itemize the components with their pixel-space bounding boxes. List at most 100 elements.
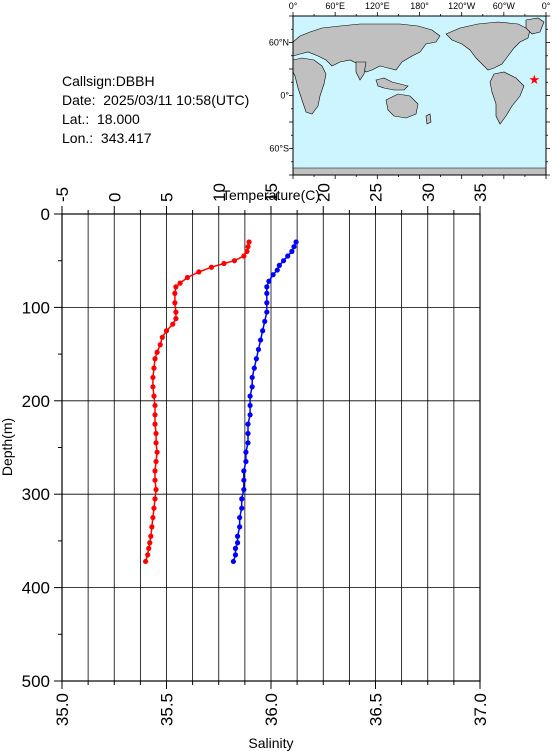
temperature-tick-label: 25: [367, 183, 386, 202]
map-longitude-label: 0°: [542, 1, 551, 11]
temperature-data-point: [150, 384, 156, 390]
salinity-data-point: [260, 328, 266, 334]
temperature-data-point: [196, 269, 202, 275]
salinity-data-point: [237, 514, 243, 521]
temperature-data-point: [150, 514, 156, 521]
salinity-tick-label: 36.0: [262, 693, 281, 726]
salinity-data-point: [237, 524, 243, 530]
antarctica-landmass: [292, 167, 547, 176]
africa-landmass: [292, 57, 327, 115]
plot-grid: [62, 214, 480, 681]
temperature-data-point: [184, 274, 190, 281]
temperature-tick-label: 20: [314, 183, 333, 202]
temperature-tick-labels: -5 0 5 10 15 20 25 30 35: [53, 183, 490, 202]
longitude-label: Lon.: 343.417: [62, 130, 152, 146]
temperature-data-point: [241, 253, 247, 259]
salinity-data-point: [249, 374, 255, 381]
temperature-data-point: [170, 321, 176, 327]
plot-frame: [61, 213, 481, 682]
temperature-data-point: [151, 365, 157, 371]
salinity-data-point: [291, 244, 297, 250]
temperature-data-point: [152, 421, 158, 427]
salinity-data-point: [230, 558, 236, 565]
salinity-tick-label: 37.0: [471, 693, 490, 726]
temperature-data-point: [152, 356, 158, 362]
temperature-data-point: [159, 334, 165, 340]
temperature-data-point: [231, 258, 238, 264]
salinity-data-point: [241, 486, 247, 493]
salinity-data-point: [264, 309, 270, 315]
data-series: [143, 239, 299, 565]
map-latitude-label: 60°S: [269, 144, 289, 154]
depth-tick-label: 100: [22, 298, 50, 317]
salinity-data-point: [253, 356, 259, 362]
salinity-data-point: [262, 318, 268, 325]
salinity-data-point: [239, 505, 245, 511]
temperature-data-point: [177, 280, 183, 286]
temperature-data-point: [172, 290, 178, 296]
salinity-data-point: [280, 258, 287, 264]
salinity-data-point: [234, 533, 241, 539]
temperature-tick-label: 15: [262, 183, 281, 202]
map-longitude-label: 180°: [410, 1, 429, 11]
temperature-data-point: [149, 524, 155, 530]
temperature-data-point: [153, 440, 159, 446]
map-latitude-labels: 60°N 0° 60°S: [269, 38, 290, 154]
location-map: 0° 60°E 120°E 180° 120°W 60°W 0° 60°N 0° 60°S ★: [269, 1, 551, 179]
temperature-tick-label: 30: [419, 183, 438, 202]
greenland-landmass: [525, 17, 545, 35]
map-longitude-labels: 0° 60°E 120°E 180° 120°W 60°W 0°: [289, 1, 551, 11]
salinity-data-point: [245, 430, 251, 437]
salinity-data-point: [289, 248, 295, 254]
map-land: [292, 17, 547, 176]
map-longitude-label: 0°: [289, 1, 298, 11]
temperature-data-point: [221, 260, 227, 267]
temperature-tick-label: 5: [158, 193, 177, 202]
indonesia-landmass: [375, 77, 409, 91]
salinity-data-point: [247, 412, 253, 418]
depth-tick-label: 0: [41, 205, 50, 224]
depth-tick-label: 400: [22, 579, 50, 598]
temperature-data-point: [153, 430, 159, 437]
salinity-tick-label: 35.0: [53, 693, 72, 726]
latitude-label: Lat.: 18.000: [62, 111, 140, 127]
temperature-data-point: [152, 477, 158, 483]
map-longitude-label: 60°E: [325, 1, 345, 11]
salinity-data-point: [270, 272, 276, 278]
new-zealand-landmass: [425, 113, 432, 125]
temperature-data-point: [153, 486, 159, 493]
depth-axis-label: Depth(m): [0, 418, 15, 476]
temperature-data-point: [151, 505, 157, 511]
salinity-data-point: [285, 253, 291, 259]
temperature-axis-label: Temperature(C): [222, 187, 320, 203]
temperature-data-point: [244, 248, 250, 254]
salinity-data-point: [239, 496, 245, 502]
temperature-data-point: [147, 540, 153, 546]
temperature-data-point: [157, 342, 163, 348]
temperature-data-point: [152, 468, 158, 474]
salinity-data-point: [232, 552, 239, 558]
temperature-tick-label: 35: [471, 183, 490, 202]
map-longitude-label: 60°W: [493, 1, 516, 11]
map-longitude-label: 120°E: [365, 1, 390, 11]
temperature-data-point: [152, 496, 158, 502]
temperature-data-point: [246, 239, 252, 245]
salinity-data-point: [249, 384, 255, 390]
salinity-data-point: [257, 337, 264, 343]
temperature-data-point: [163, 328, 170, 334]
salinity-data-point: [276, 262, 282, 268]
salinity-data-point: [255, 346, 262, 353]
salinity-data-point: [264, 284, 270, 290]
temperature-data-point: [153, 458, 159, 465]
salinity-data-point: [243, 458, 249, 465]
salinity-data-point: [241, 477, 247, 483]
temperature-tick-label: 0: [105, 193, 124, 202]
date-label: Date: 2025/03/11 10:58(UTC): [62, 92, 250, 108]
salinity-axis-label: Salinity: [248, 735, 293, 751]
salinity-data-point: [234, 540, 241, 546]
temperature-data-point: [245, 244, 251, 250]
minor-ticks: [54, 206, 481, 689]
temperature-data-point: [146, 545, 152, 551]
salinity-data-point: [245, 440, 251, 446]
salinity-data-point: [264, 290, 270, 296]
